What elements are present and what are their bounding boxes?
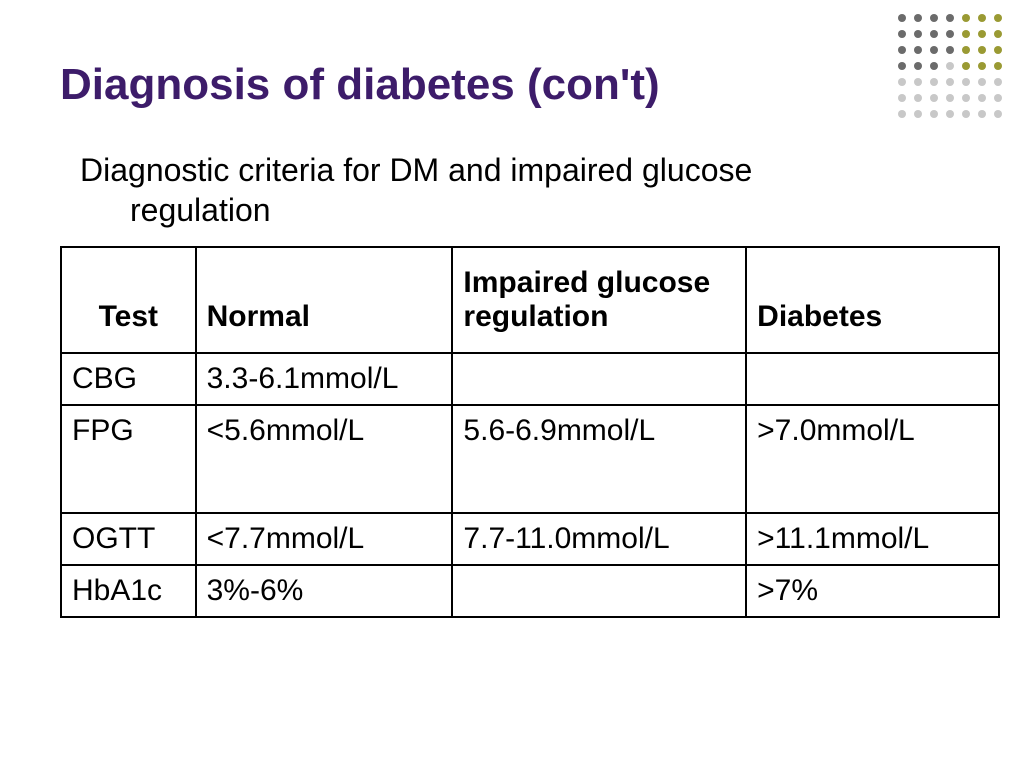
col-diabetes: Diabetes (746, 247, 999, 353)
col-normal: Normal (196, 247, 453, 353)
table-row: CBG 3.3-6.1mmol/L (61, 353, 999, 405)
table-row: OGTT <7.7mmol/L 7.7-11.0mmol/L >11.1mmol… (61, 513, 999, 565)
dot-grid-decoration (894, 10, 1014, 130)
cell: CBG (61, 353, 196, 405)
col-impaired: Impaired glucose regulation (452, 247, 746, 353)
cell: >7.0mmol/L (746, 405, 999, 513)
cell: OGTT (61, 513, 196, 565)
slide-subtitle: Diagnostic criteria for DM and impaired … (60, 150, 984, 230)
cell (452, 353, 746, 405)
table-row: HbA1c 3%-6% >7% (61, 565, 999, 617)
cell: FPG (61, 405, 196, 513)
cell: >7% (746, 565, 999, 617)
slide: Diagnosis of diabetes (con't) Diagnostic… (0, 0, 1024, 768)
slide-title: Diagnosis of diabetes (con't) (60, 60, 984, 110)
cell: <7.7mmol/L (196, 513, 453, 565)
cell (452, 565, 746, 617)
table-body: CBG 3.3-6.1mmol/L FPG <5.6mmol/L 5.6-6.9… (61, 353, 999, 617)
cell: HbA1c (61, 565, 196, 617)
cell: 5.6-6.9mmol/L (452, 405, 746, 513)
cell: 7.7-11.0mmol/L (452, 513, 746, 565)
table-row: FPG <5.6mmol/L 5.6-6.9mmol/L >7.0mmol/L (61, 405, 999, 513)
cell: 3%-6% (196, 565, 453, 617)
subtitle-line2: regulation (80, 190, 984, 230)
cell: 3.3-6.1mmol/L (196, 353, 453, 405)
criteria-table: Test Normal Impaired glucose regulation … (60, 246, 1000, 618)
subtitle-line1: Diagnostic criteria for DM and impaired … (80, 152, 752, 188)
cell (746, 353, 999, 405)
cell: <5.6mmol/L (196, 405, 453, 513)
col-test: Test (61, 247, 196, 353)
cell: >11.1mmol/L (746, 513, 999, 565)
table-header-row: Test Normal Impaired glucose regulation … (61, 247, 999, 353)
